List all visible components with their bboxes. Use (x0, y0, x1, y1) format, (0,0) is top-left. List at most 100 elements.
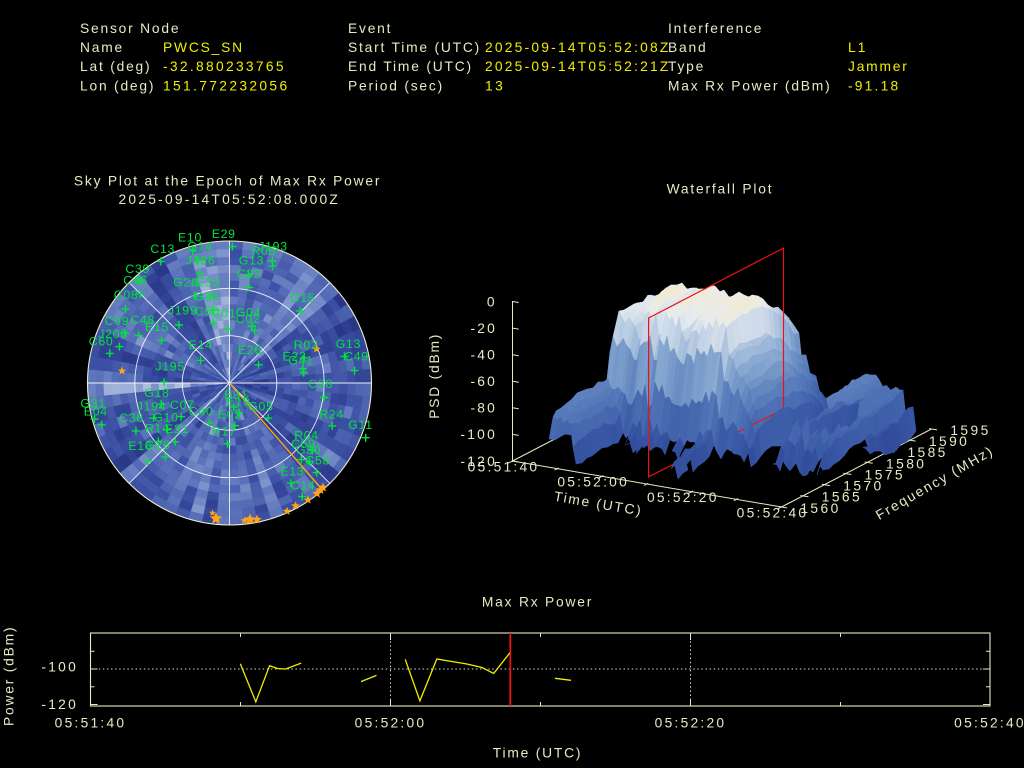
svg-text:G18: G18 (144, 386, 169, 400)
svg-text:1560: 1560 (800, 501, 840, 516)
svg-text:G15: G15 (290, 291, 315, 305)
svg-text:E14: E14 (189, 338, 213, 352)
svg-text:1595: 1595 (950, 423, 990, 438)
svg-text:E02: E02 (218, 408, 242, 422)
svg-text:C60: C60 (89, 335, 114, 349)
svg-text:Sensor Node: Sensor Node (80, 21, 180, 36)
svg-text:J199: J199 (168, 303, 197, 317)
svg-text:R17: R17 (212, 424, 237, 438)
svg-text:PSD (dBm): PSD (dBm) (427, 333, 442, 419)
svg-text:E33: E33 (196, 276, 220, 290)
svg-text:E29: E29 (212, 227, 236, 241)
svg-text:E23: E23 (283, 349, 307, 363)
svg-text:05:51:40: 05:51:40 (55, 715, 127, 730)
svg-text:C13: C13 (150, 242, 175, 256)
svg-text:J200: J200 (98, 327, 127, 341)
svg-text:05:52:40: 05:52:40 (737, 505, 809, 520)
svg-text:E31: E31 (224, 388, 248, 402)
svg-text:C09: C09 (105, 314, 130, 328)
svg-text:G13: G13 (336, 337, 361, 351)
svg-text:1570: 1570 (843, 479, 883, 494)
svg-text:C14: C14 (291, 478, 316, 492)
svg-text:-20: -20 (470, 321, 497, 336)
svg-text:C07: C07 (170, 398, 195, 412)
svg-text:05:52:00: 05:52:00 (355, 715, 427, 730)
svg-text:R04: R04 (294, 428, 319, 442)
svg-text:J196: J196 (186, 253, 215, 267)
svg-text:151.772232056: 151.772232056 (163, 78, 289, 93)
svg-text:-120: -120 (460, 454, 497, 469)
svg-text:G10: G10 (153, 411, 178, 425)
svg-text:G28: G28 (173, 276, 198, 290)
svg-text:13: 13 (485, 78, 505, 93)
svg-text:05:52:20: 05:52:20 (647, 490, 719, 505)
svg-text:-60: -60 (470, 374, 497, 389)
svg-text:-40: -40 (470, 348, 497, 363)
svg-text:C32: C32 (237, 267, 262, 281)
svg-text:2025-09-14T05:52:08.000Z: 2025-09-14T05:52:08.000Z (119, 192, 341, 207)
svg-text:R24: R24 (319, 408, 344, 422)
svg-text:G14: G14 (188, 240, 213, 254)
svg-text:Interference: Interference (668, 21, 763, 36)
svg-text:-100: -100 (41, 659, 78, 674)
svg-text:Sky Plot at the Epoch of Max R: Sky Plot at the Epoch of Max Rx Power (74, 173, 381, 188)
svg-text:C40: C40 (189, 405, 214, 419)
svg-text:1575: 1575 (865, 467, 905, 482)
svg-text:Type: Type (668, 59, 705, 74)
svg-text:PWCS_SN: PWCS_SN (163, 40, 244, 55)
svg-text:Event: Event (348, 21, 392, 36)
svg-text:05:52:40: 05:52:40 (954, 715, 1024, 730)
svg-text:0: 0 (487, 294, 497, 309)
svg-text:R14: R14 (145, 421, 170, 435)
svg-text:Waterfall Plot: Waterfall Plot (667, 181, 774, 196)
svg-text:1590: 1590 (929, 434, 969, 449)
svg-text:Time (UTC): Time (UTC) (493, 745, 583, 760)
svg-text:2025-09-14T05:52:21Z: 2025-09-14T05:52:21Z (485, 59, 671, 74)
svg-text:Lon (deg): Lon (deg) (80, 78, 155, 93)
svg-text:E19: E19 (226, 395, 250, 409)
svg-text:C01: C01 (212, 306, 237, 320)
svg-text:C39: C39 (125, 262, 150, 276)
svg-text:C08: C08 (114, 288, 139, 302)
svg-text:E15: E15 (145, 320, 169, 334)
svg-text:Start Time (UTC): Start Time (UTC) (348, 40, 481, 55)
svg-text:G25: G25 (194, 290, 219, 304)
svg-text:05:52:00: 05:52:00 (557, 475, 629, 490)
svg-text:1580: 1580 (886, 456, 926, 471)
svg-text:End Time (UTC): End Time (UTC) (348, 59, 473, 74)
svg-text:-80: -80 (470, 401, 497, 416)
svg-text:Lat (deg): Lat (deg) (80, 59, 151, 74)
svg-text:C02: C02 (236, 312, 261, 326)
svg-text:J195: J195 (155, 360, 184, 374)
svg-text:C48: C48 (130, 313, 155, 327)
svg-text:E13: E13 (280, 465, 304, 479)
svg-text:-100: -100 (460, 427, 497, 442)
svg-text:E04: E04 (84, 405, 108, 419)
svg-text:G05: G05 (248, 399, 273, 413)
svg-text:-120: -120 (41, 697, 78, 712)
svg-text:G41: G41 (288, 353, 313, 367)
svg-text:R02: R02 (294, 338, 319, 352)
svg-text:G11: G11 (348, 418, 372, 432)
svg-text:C28: C28 (308, 377, 333, 391)
svg-text:G31: G31 (80, 396, 105, 410)
svg-text:-32.880233765: -32.880233765 (163, 59, 286, 74)
svg-text:J193: J193 (258, 240, 287, 254)
svg-text:05:52:20: 05:52:20 (655, 715, 727, 730)
svg-text:G13: G13 (239, 253, 264, 267)
svg-text:R05: R05 (251, 244, 276, 258)
svg-text:Power (dBm): Power (dBm) (2, 626, 17, 726)
svg-text:Jammer: Jammer (848, 59, 909, 74)
svg-text:Max Rx Power: Max Rx Power (482, 594, 593, 609)
svg-text:C49: C49 (344, 349, 369, 363)
svg-text:E16: E16 (128, 439, 152, 453)
svg-text:Period (sec): Period (sec) (348, 78, 444, 93)
svg-text:-91.18: -91.18 (848, 78, 900, 93)
svg-text:1565: 1565 (822, 490, 862, 505)
svg-text:Max Rx Power (dBm): Max Rx Power (dBm) (668, 78, 832, 93)
svg-text:E21: E21 (165, 422, 189, 436)
svg-text:C59: C59 (291, 437, 316, 451)
svg-text:L1: L1 (848, 40, 868, 55)
svg-text:C50: C50 (195, 304, 220, 318)
svg-text:G50: G50 (296, 443, 321, 457)
